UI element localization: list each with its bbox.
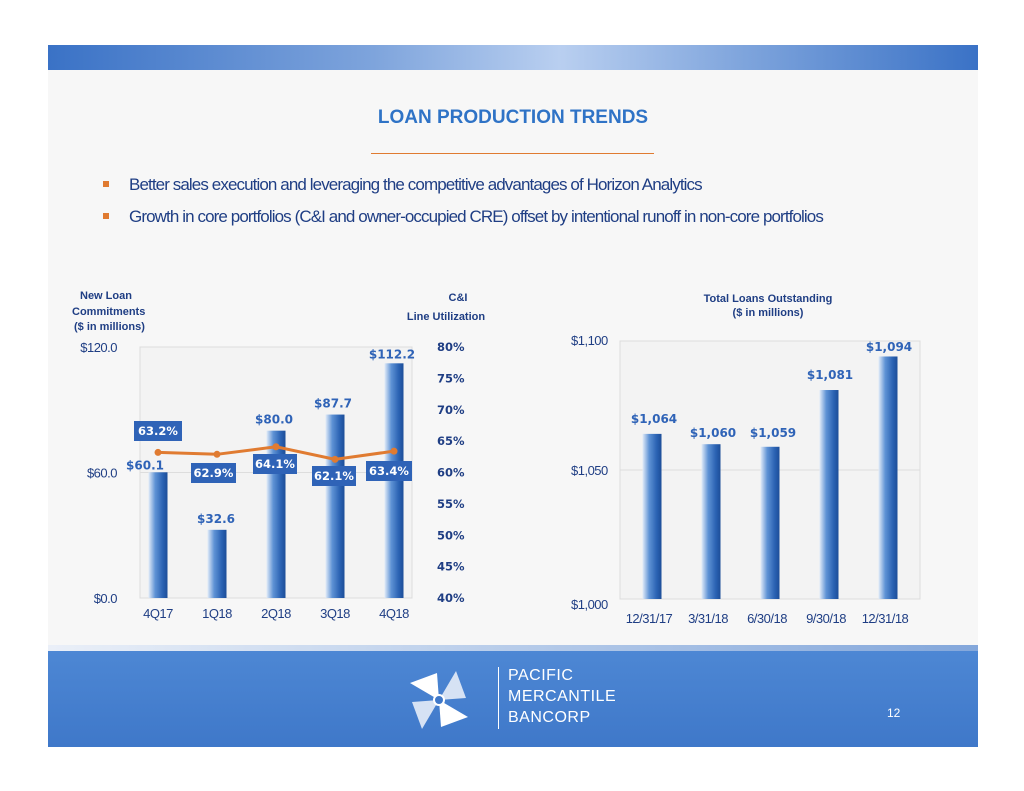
- secondary-y-tick-label: 75%: [437, 371, 465, 385]
- secondary-y-tick-label: 45%: [437, 560, 465, 574]
- logo-text-line: BANCORP: [508, 709, 591, 726]
- chart-title: New Loan: [80, 290, 132, 302]
- pinwheel-logo-icon: [410, 671, 468, 729]
- bar-value-label: $1,081: [807, 368, 853, 382]
- secondary-y-tick-label: 55%: [437, 497, 465, 511]
- bullet-square-icon: [103, 180, 109, 187]
- bar: [148, 472, 168, 598]
- page-number: 12: [887, 706, 901, 720]
- header-bar: [48, 45, 978, 70]
- chart-title: ($ in millions): [74, 321, 145, 333]
- bullet-square-icon: [103, 212, 109, 219]
- x-tick-label: 6/30/18: [747, 611, 787, 626]
- utilization-value-label: 62.1%: [314, 469, 354, 483]
- bullet-item: Better sales execution and leveraging th…: [103, 175, 703, 195]
- logo-text-line: MERCANTILE: [508, 688, 617, 705]
- bar-value-label: $1,094: [866, 340, 912, 354]
- line-point: [390, 447, 398, 455]
- utilization-label-box: [253, 454, 297, 474]
- secondary-y-tick-label: 70%: [437, 403, 465, 417]
- utilization-label-box: [312, 466, 356, 486]
- chart-title: ($ in millions): [733, 307, 804, 319]
- y-tick-label: $1,050: [571, 463, 608, 478]
- secondary-axis-title: C&I: [449, 292, 468, 304]
- x-tick-label: 9/30/18: [806, 611, 846, 626]
- utilization-label-box: [191, 463, 236, 483]
- utilization-value-label: 63.2%: [138, 424, 178, 438]
- bullet-text: Growth in core portfolios (C&I and owner…: [129, 207, 824, 226]
- bar: [207, 529, 227, 598]
- chart-title: Total Loans Outstanding: [704, 293, 833, 305]
- x-tick-label: 4Q18: [379, 606, 409, 621]
- utilization-value-label: 62.9%: [194, 466, 234, 480]
- secondary-y-tick-label: 50%: [437, 528, 465, 542]
- bar: [642, 433, 662, 599]
- new-loan-commitments-chart: New Loan Commitments ($ in millions) C&I Lin…: [72, 290, 486, 621]
- page-title: LOAN PRODUCTION TRENDS: [377, 107, 649, 128]
- logo-text-line: PACIFIC: [508, 667, 574, 684]
- x-tick-label: 1Q18: [202, 606, 232, 621]
- utilization-value-label: 63.4%: [369, 464, 409, 478]
- line-point: [331, 455, 339, 463]
- title-underline: [371, 153, 654, 154]
- total-loans-chart: Total Loans Outstanding ($ in millions) $1…: [571, 293, 921, 626]
- bar-value-label: $1,060: [690, 426, 736, 440]
- bullet-item: Growth in core portfolios (C&I and owner…: [103, 207, 824, 227]
- x-tick-label: 2Q18: [261, 606, 291, 621]
- bar: [701, 444, 721, 599]
- utilization-label-box: [366, 461, 412, 481]
- bar-value-label: $80.0: [255, 413, 293, 427]
- utilization-label-box: [134, 421, 182, 441]
- x-tick-label: 4Q17: [143, 606, 173, 621]
- utilization-value-label: 64.1%: [255, 457, 295, 471]
- secondary-y-tick-label: 80%: [437, 340, 465, 354]
- secondary-y-tick-label: 40%: [437, 591, 465, 605]
- bar: [819, 390, 839, 599]
- logo-divider: [498, 667, 499, 729]
- line-point: [272, 443, 280, 451]
- y-tick-label: $120.0: [80, 340, 117, 355]
- bar: [760, 446, 780, 599]
- x-tick-label: 3Q18: [320, 606, 350, 621]
- x-tick-label: 12/31/18: [862, 611, 909, 626]
- bullet-text: Better sales execution and leveraging th…: [129, 175, 703, 194]
- secondary-axis-title: Line Utilization: [407, 311, 486, 323]
- bar-value-label: $60.1: [126, 458, 164, 472]
- y-tick-label: $0.0: [94, 591, 118, 606]
- line-point: [213, 450, 221, 458]
- y-tick-label: $60.0: [87, 466, 117, 481]
- bar-value-label: $87.7: [314, 397, 352, 411]
- bar: [878, 356, 898, 599]
- secondary-y-tick-label: 60%: [437, 466, 465, 480]
- bar-value-label: $1,059: [750, 426, 796, 440]
- slide: LOAN PRODUCTION TRENDS Better sales exec…: [48, 45, 978, 747]
- bar-value-label: $1,064: [631, 412, 677, 426]
- chart-title: Commitments: [72, 306, 145, 318]
- y-tick-label: $1,100: [571, 333, 608, 348]
- y-tick-label: $1,000: [571, 597, 608, 612]
- secondary-y-tick-label: 65%: [437, 434, 465, 448]
- bar-value-label: $32.6: [197, 512, 235, 526]
- bar: [325, 414, 345, 598]
- x-tick-label: 12/31/17: [626, 611, 673, 626]
- x-tick-label: 3/31/18: [688, 611, 728, 626]
- footer-band: [48, 651, 978, 747]
- bar-value-label: $112.2: [369, 347, 415, 361]
- line-point: [154, 448, 162, 456]
